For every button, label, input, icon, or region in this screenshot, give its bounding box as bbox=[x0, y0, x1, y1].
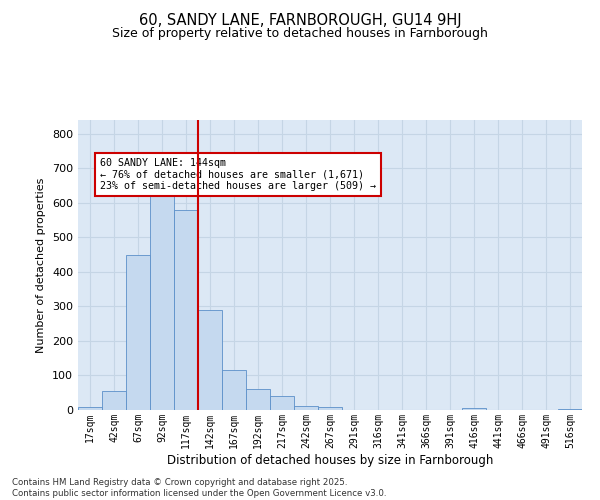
Bar bbox=[102, 391, 126, 410]
Text: Contains HM Land Registry data © Crown copyright and database right 2025.
Contai: Contains HM Land Registry data © Crown c… bbox=[12, 478, 386, 498]
Bar bbox=[318, 407, 342, 410]
Bar bbox=[78, 406, 102, 410]
Text: 60, SANDY LANE, FARNBOROUGH, GU14 9HJ: 60, SANDY LANE, FARNBOROUGH, GU14 9HJ bbox=[139, 12, 461, 28]
Text: Size of property relative to detached houses in Farnborough: Size of property relative to detached ho… bbox=[112, 28, 488, 40]
Y-axis label: Number of detached properties: Number of detached properties bbox=[37, 178, 46, 352]
X-axis label: Distribution of detached houses by size in Farnborough: Distribution of detached houses by size … bbox=[167, 454, 493, 466]
Bar bbox=[294, 406, 318, 410]
Bar bbox=[270, 396, 294, 410]
Text: 60 SANDY LANE: 144sqm
← 76% of detached houses are smaller (1,671)
23% of semi-d: 60 SANDY LANE: 144sqm ← 76% of detached … bbox=[100, 158, 376, 191]
Bar bbox=[126, 254, 150, 410]
Bar bbox=[246, 390, 270, 410]
Bar bbox=[462, 408, 486, 410]
Bar bbox=[174, 210, 198, 410]
Bar bbox=[150, 191, 174, 410]
Bar bbox=[558, 409, 582, 410]
Bar bbox=[198, 310, 222, 410]
Bar bbox=[222, 370, 246, 410]
